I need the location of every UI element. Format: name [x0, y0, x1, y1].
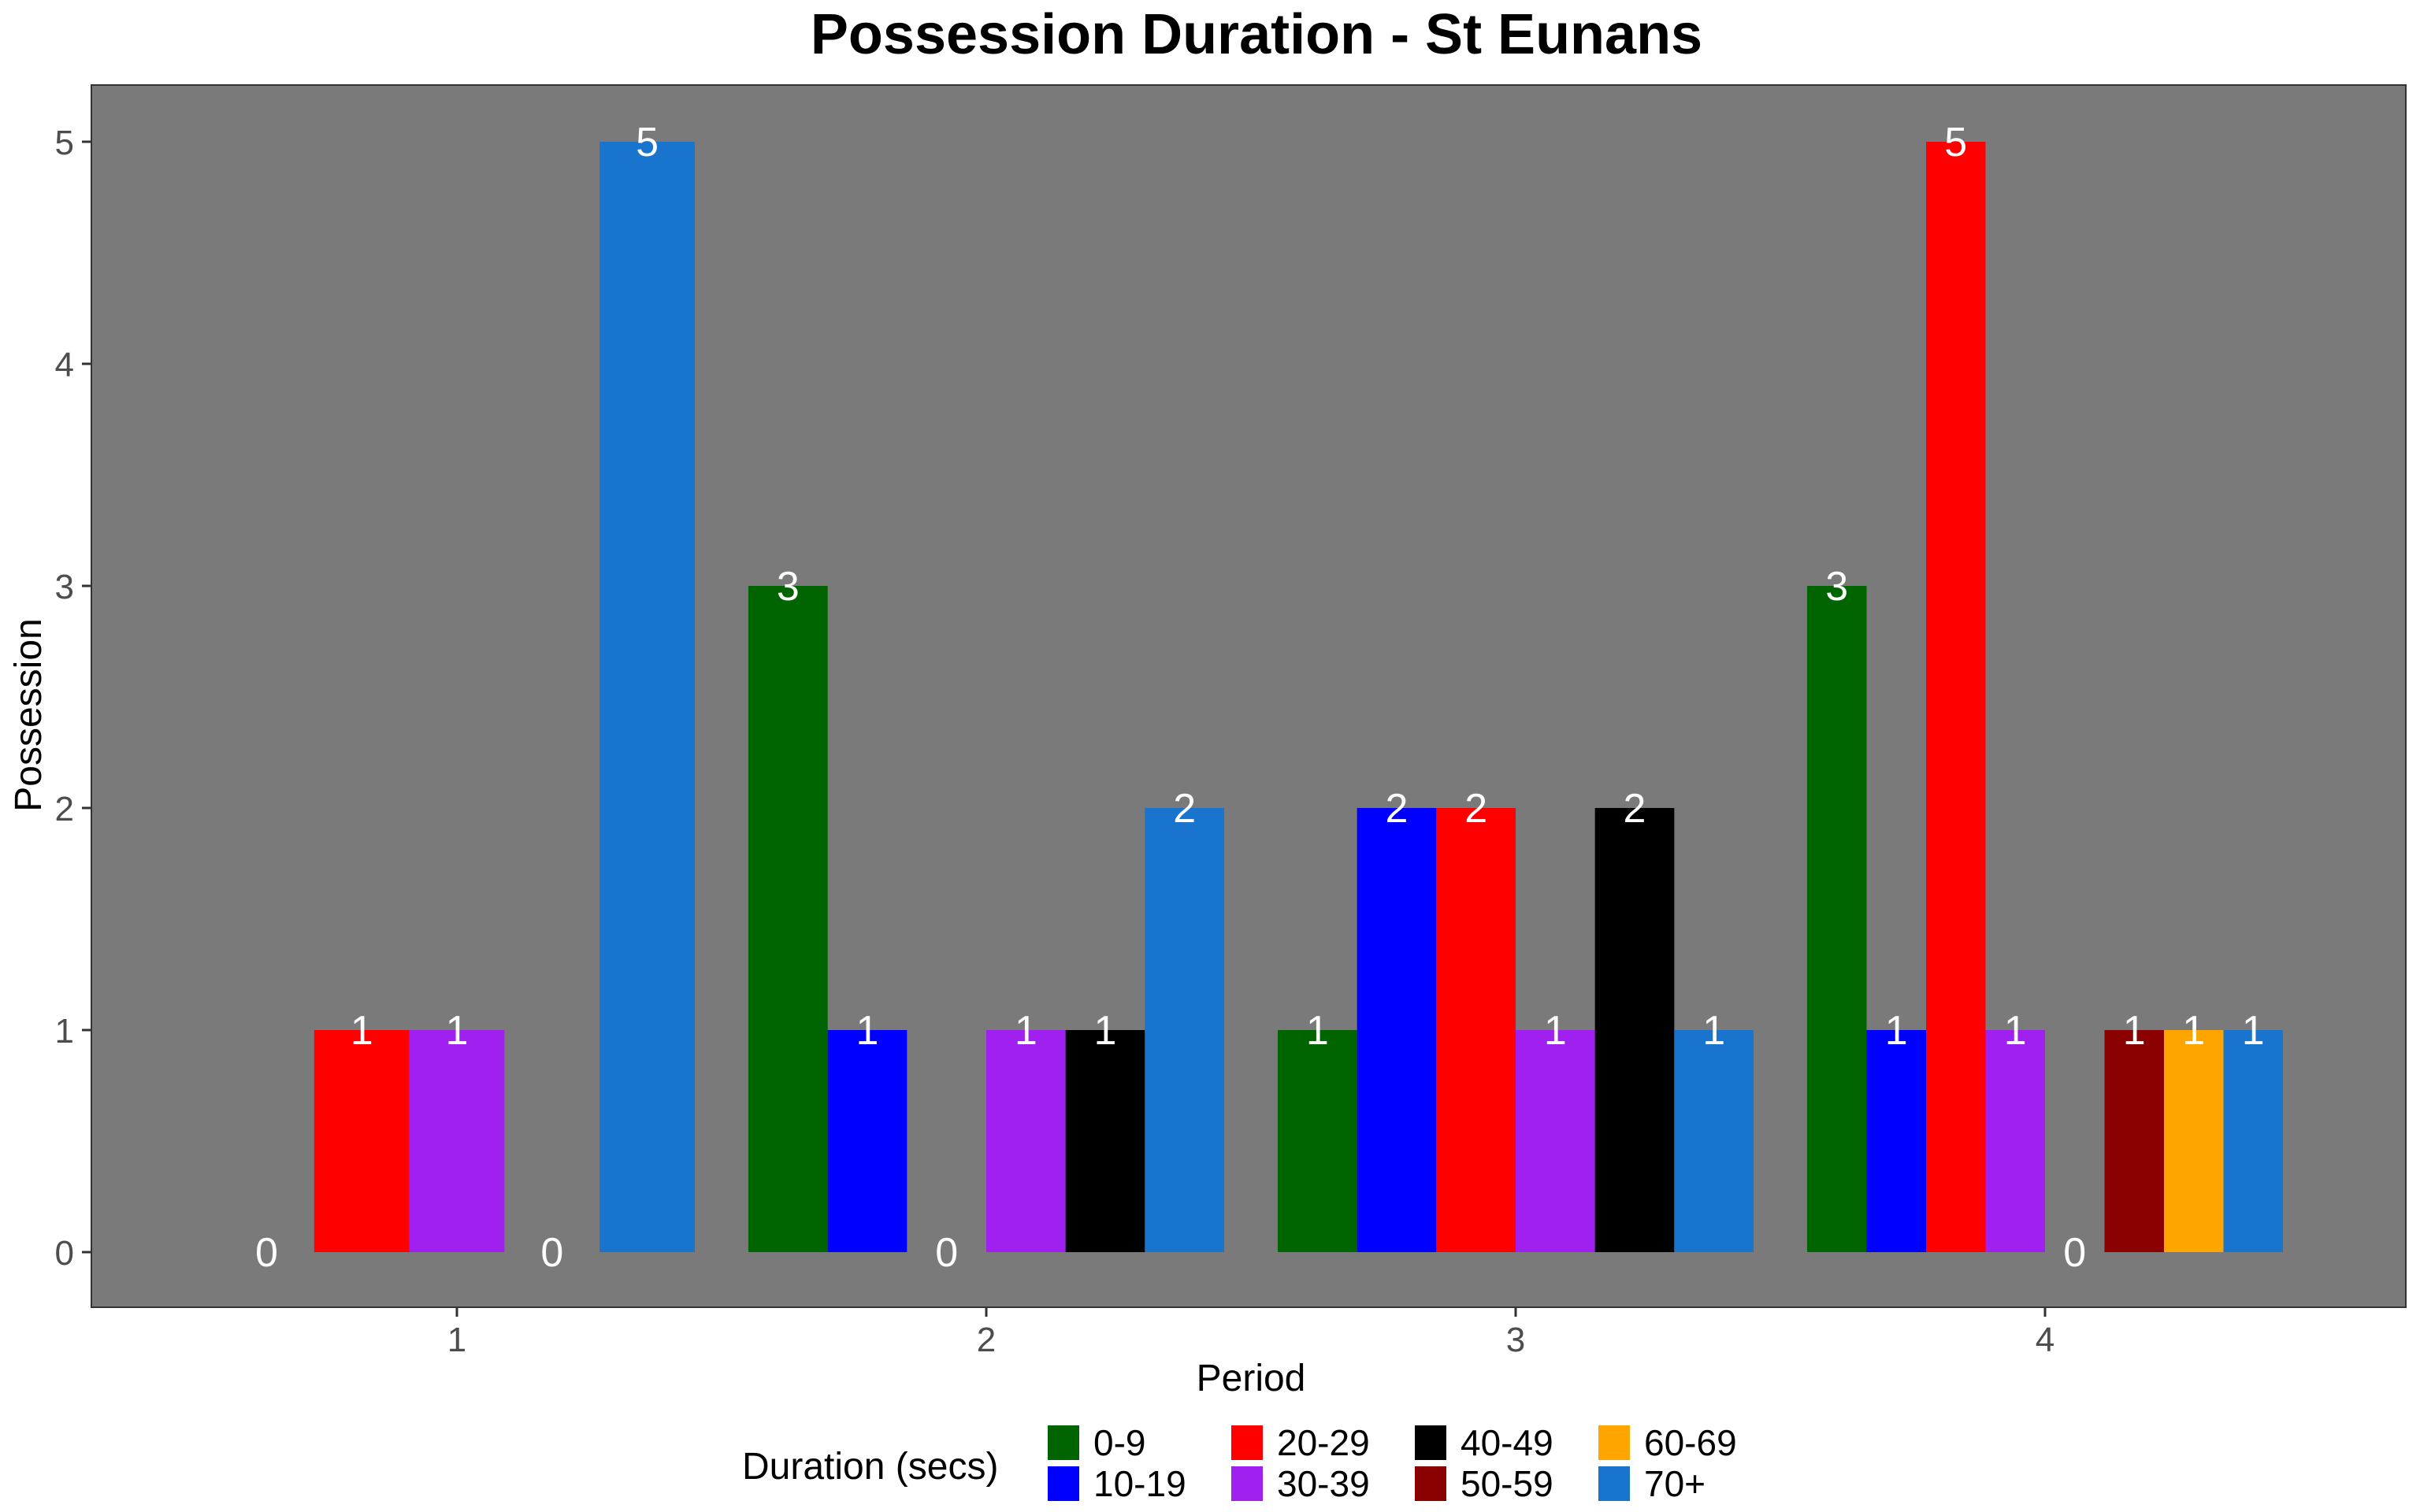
- legend-swatch: [1048, 1425, 1079, 1460]
- legend-swatch: [1231, 1425, 1263, 1460]
- legend-label: 70+: [1644, 1463, 1706, 1504]
- bar-value-label: 0: [935, 1230, 958, 1276]
- bar: [1985, 1030, 2045, 1252]
- bar: [1926, 142, 1986, 1252]
- legend-label: 30-39: [1277, 1463, 1370, 1504]
- bar: [827, 1030, 908, 1252]
- bar: [599, 142, 695, 1252]
- bar-value-label: 3: [1825, 564, 1848, 610]
- legend-swatch: [1048, 1466, 1079, 1501]
- bar-value-label: 1: [1306, 1008, 1329, 1054]
- bar-value-label: 2: [1624, 786, 1646, 832]
- bar-value-label: 5: [1944, 120, 1967, 165]
- bar-value-label: 1: [1544, 1008, 1567, 1054]
- bar: [409, 1030, 505, 1252]
- x-tick-label: 3: [1506, 1321, 1525, 1359]
- bar: [748, 586, 828, 1252]
- y-tick-label: 5: [55, 124, 74, 162]
- legend-title: Duration (secs): [742, 1446, 998, 1488]
- x-axis-title: Period: [1197, 1358, 1306, 1399]
- bar-value-label: 1: [856, 1008, 879, 1054]
- bar-value-label: 1: [351, 1008, 373, 1054]
- bar: [1866, 1030, 1926, 1252]
- legend-label: 60-69: [1644, 1422, 1737, 1463]
- bar-value-label: 1: [1094, 1008, 1117, 1054]
- bar-value-label: 0: [540, 1230, 563, 1276]
- bar-value-label: 3: [777, 564, 800, 610]
- y-tick-label: 4: [55, 346, 74, 384]
- y-tick-label: 1: [55, 1012, 74, 1051]
- bar-value-label: 1: [2004, 1008, 2027, 1054]
- legend-label: 50-59: [1461, 1463, 1553, 1504]
- bar-value-label: 1: [1885, 1008, 1908, 1054]
- bar: [1807, 586, 1867, 1252]
- legend-swatch: [1231, 1466, 1263, 1501]
- bar: [1065, 1030, 1145, 1252]
- legend-swatch: [1598, 1466, 1630, 1501]
- bar: [1674, 1030, 1754, 1252]
- bar: [2223, 1030, 2283, 1252]
- bar: [986, 1030, 1066, 1252]
- y-tick-label: 3: [55, 568, 74, 606]
- x-tick-label: 4: [2036, 1321, 2054, 1359]
- bar: [1145, 808, 1224, 1252]
- y-tick-label: 2: [55, 790, 74, 828]
- bar-value-label: 0: [2063, 1230, 2086, 1276]
- bar: [2164, 1030, 2224, 1252]
- bar: [1594, 808, 1675, 1252]
- x-tick-label: 2: [977, 1321, 996, 1359]
- legend-swatch: [1598, 1425, 1630, 1460]
- bar-value-label: 1: [2182, 1008, 2205, 1054]
- bar-value-label: 5: [636, 120, 659, 165]
- bar: [1436, 808, 1516, 1252]
- bar-value-label: 2: [1173, 786, 1196, 832]
- legend-label: 20-29: [1277, 1422, 1370, 1463]
- chart-title: Possession Duration - St Eunans: [811, 3, 1702, 66]
- legend-label: 40-49: [1461, 1422, 1553, 1463]
- bar-value-label: 1: [446, 1008, 469, 1054]
- bar-value-label: 1: [2123, 1008, 2146, 1054]
- bar-value-label: 1: [1702, 1008, 1725, 1054]
- legend-swatch: [1415, 1425, 1446, 1460]
- bar: [1357, 808, 1437, 1252]
- legend-swatch: [1415, 1466, 1446, 1501]
- bar-value-label: 2: [1386, 786, 1409, 832]
- bar: [1516, 1030, 1595, 1252]
- y-tick-label: 0: [55, 1234, 74, 1273]
- bar: [314, 1030, 410, 1252]
- bar-value-label: 0: [255, 1230, 278, 1276]
- bar-value-label: 1: [1015, 1008, 1037, 1054]
- axes: 0 1 2 3 4 5 1 2 3 4: [55, 124, 2055, 1359]
- bar: [2104, 1030, 2164, 1252]
- bar-value-label: 1: [2242, 1008, 2265, 1054]
- legend-label: 0-9: [1093, 1422, 1145, 1463]
- y-axis-title: Possession: [8, 618, 50, 811]
- bar: [1278, 1030, 1357, 1252]
- bar-value-label: 2: [1464, 786, 1487, 832]
- legend-label: 10-19: [1093, 1463, 1186, 1504]
- x-tick-label: 1: [447, 1321, 466, 1359]
